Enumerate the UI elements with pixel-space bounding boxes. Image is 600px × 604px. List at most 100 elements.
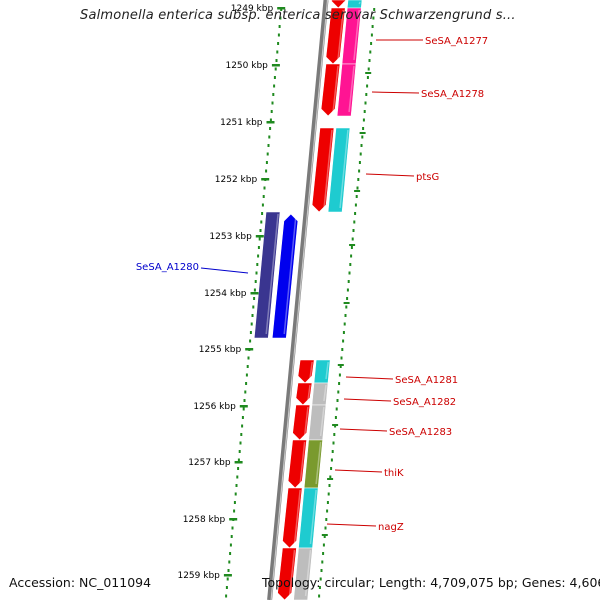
gc-dot bbox=[356, 186, 359, 190]
gc-dot bbox=[277, 33, 280, 37]
gc-dot bbox=[250, 322, 253, 326]
gc-dot bbox=[324, 526, 327, 530]
gc-dot bbox=[275, 59, 278, 62]
kbp-axis: 1249 kbp 1250 kbp 1251 kbp 1252 kbp 1253 kbp… bbox=[177, 4, 286, 581]
gc-dot bbox=[263, 186, 266, 190]
gc-dot bbox=[244, 390, 247, 394]
gc-dash bbox=[354, 190, 361, 192]
gc-dot bbox=[225, 594, 228, 598]
gc-dot bbox=[362, 127, 365, 130]
gc-dash bbox=[321, 534, 328, 536]
gc-dot-tracks bbox=[225, 8, 376, 598]
gc-dot bbox=[237, 467, 240, 470]
gene-cog-block-shade bbox=[353, 9, 360, 61]
axis-tick-label: 1250 kbp bbox=[225, 61, 268, 71]
gene-cog-block-shade bbox=[358, 1, 361, 5]
axis-tick-label: 1255 kbp bbox=[199, 345, 242, 355]
gc-dot bbox=[274, 67, 277, 71]
gc-dot bbox=[329, 475, 332, 479]
gc-dot bbox=[257, 254, 260, 258]
gc-dot bbox=[245, 373, 248, 377]
gene-cog-block-shade bbox=[315, 441, 322, 485]
gc-dot bbox=[235, 484, 238, 487]
label-leader bbox=[365, 173, 415, 177]
gc-dot bbox=[258, 237, 261, 241]
gene-label: SeSA_A1278 bbox=[421, 89, 484, 100]
gc-dot bbox=[229, 543, 232, 547]
gene-arrow-shade bbox=[299, 441, 306, 485]
gc-dot bbox=[328, 484, 331, 487]
gc-dot bbox=[245, 382, 248, 385]
gc-dot bbox=[340, 356, 343, 360]
gc-dot bbox=[236, 475, 239, 479]
gene-cog-block bbox=[253, 211, 281, 339]
label-leader bbox=[339, 428, 388, 432]
gc-dot bbox=[269, 127, 272, 130]
gc-dot bbox=[262, 195, 265, 198]
gc-dot bbox=[370, 33, 373, 37]
gene-arrow-shade bbox=[293, 489, 301, 545]
gc-dot bbox=[261, 212, 264, 215]
gene-arrow-shade bbox=[323, 129, 333, 209]
gc-dot bbox=[357, 178, 360, 181]
gc-dot bbox=[331, 450, 334, 453]
gc-dot bbox=[354, 212, 357, 215]
gc-dot bbox=[320, 569, 323, 572]
gc-dot bbox=[273, 76, 276, 79]
gene-cog-block-shade bbox=[325, 361, 329, 380]
gc-dot bbox=[273, 84, 276, 88]
gc-dot bbox=[369, 50, 372, 54]
axis-tick-label: 1251 kbp bbox=[220, 118, 263, 128]
gc-dot bbox=[360, 144, 363, 147]
gc-dot bbox=[243, 399, 246, 402]
gc-dot bbox=[336, 399, 339, 402]
gc-dot bbox=[269, 118, 272, 122]
gc-dash bbox=[343, 302, 350, 304]
axis-tick-label: 1254 kbp bbox=[204, 289, 247, 299]
gc-dot bbox=[228, 560, 231, 564]
gc-dot bbox=[240, 433, 243, 436]
gene-arrow bbox=[271, 213, 299, 339]
gene-cog-block-shade bbox=[339, 129, 349, 209]
gc-dot bbox=[346, 288, 349, 292]
gc-dot bbox=[260, 220, 263, 224]
gene-arrow-shade bbox=[283, 215, 297, 335]
gc-dot bbox=[364, 101, 367, 105]
gc-dot bbox=[338, 373, 341, 377]
gc-dot bbox=[257, 246, 260, 249]
gc-dash bbox=[359, 132, 366, 134]
label-leader bbox=[334, 469, 383, 473]
gc-dot bbox=[333, 433, 336, 436]
axis-tick bbox=[266, 121, 275, 124]
gc-dot bbox=[259, 229, 262, 232]
gene-arrow-shade bbox=[332, 65, 339, 113]
gc-dot bbox=[229, 552, 232, 555]
label-leader bbox=[326, 523, 377, 527]
gene-arrow-shade bbox=[337, 9, 344, 61]
gene-cog-block-shade bbox=[323, 384, 327, 402]
gc-dot bbox=[225, 586, 228, 589]
gc-dot bbox=[359, 152, 362, 156]
gene-arrow-shade bbox=[342, 1, 345, 5]
gc-dot bbox=[344, 314, 347, 317]
gc-dot bbox=[332, 441, 335, 445]
gc-dot bbox=[323, 535, 326, 538]
gc-dot bbox=[355, 195, 358, 198]
gene-arrow bbox=[282, 487, 303, 549]
backbone-line bbox=[267, 0, 329, 601]
gene-cog-block-shade bbox=[265, 213, 279, 335]
gc-dot bbox=[321, 560, 324, 564]
axis-tick bbox=[229, 518, 238, 521]
genome-title: Salmonella enterica subsp. enterica sero… bbox=[80, 8, 516, 23]
gc-dot bbox=[249, 339, 252, 343]
axis-tick bbox=[239, 405, 248, 408]
gene-label: ptsG bbox=[416, 172, 439, 183]
backbone bbox=[267, 0, 329, 601]
gc-dot bbox=[370, 42, 373, 45]
gene-features bbox=[253, 0, 363, 601]
gene-arrow bbox=[311, 127, 335, 213]
gene-cog-block-shade bbox=[348, 65, 355, 113]
gc-dot bbox=[242, 407, 245, 411]
gc-dot bbox=[265, 169, 268, 173]
